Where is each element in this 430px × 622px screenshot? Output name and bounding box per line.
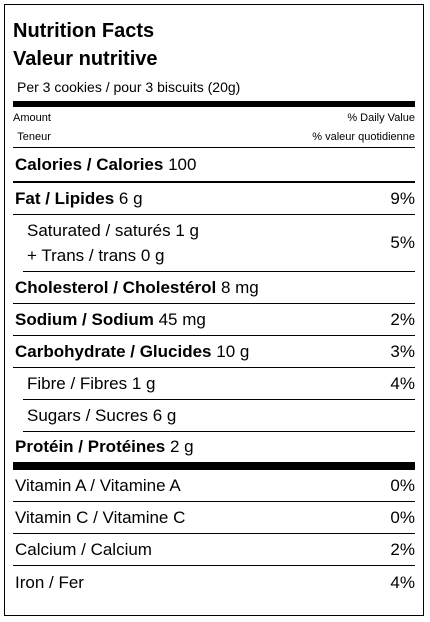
vitamin-label: Vitamin A / Vitamine A: [15, 475, 181, 495]
daily-value: 9%: [390, 188, 415, 208]
nutrient-amount: 6 g: [152, 405, 177, 425]
nutrient-amount: 0 g: [140, 246, 165, 265]
vitamin-label: Iron / Fer: [15, 573, 84, 592]
nutrient-row: Calories / Calories 100: [13, 148, 415, 183]
serving: Per 3 cookies / pour 3 biscuits (20g): [17, 79, 241, 95]
vitamin-row: Vitamin C / Vitamine C 0%: [13, 502, 415, 534]
nutrient-name: Saturated / saturés 1 g: [27, 218, 199, 243]
rows: Calories / Calories 100 Fat / Lipides 6 g…: [13, 148, 415, 600]
amount-heading: Amount Teneur: [13, 109, 51, 147]
nutrient-amount: 8 mg: [220, 277, 259, 297]
nutrient-label: Protéin / Protéines: [15, 437, 166, 456]
nutrient-name: Sugars / Sucres 6 g: [27, 406, 176, 426]
daily-value: 0%: [390, 475, 415, 495]
nutrient-amount: 1 g: [131, 373, 156, 393]
daily-value: 2%: [390, 309, 415, 329]
nutrient-amount: 6 g: [118, 188, 143, 208]
nutrient-name: Calories / Calories 100: [15, 155, 196, 175]
vitamin-row: Iron / Fer 4%: [13, 566, 415, 600]
nutrient-amount: 2 g: [169, 437, 194, 456]
nutrient-name: + Trans / trans 0 g: [27, 243, 199, 268]
nutrient-label: Sodium / Sodium: [15, 309, 154, 329]
nutrient-row: Sugars / Sucres 6 g: [23, 400, 415, 432]
divider: [13, 101, 415, 107]
nutrient-amount: 1 g: [175, 221, 200, 240]
vitamin-row: Calcium / Calcium 2%: [13, 534, 415, 566]
column-header: Amount Teneur % Daily Value % valeur quoti…: [13, 107, 415, 148]
daily-value: 3%: [390, 341, 415, 361]
nutrient-label: Saturated / saturés: [27, 221, 171, 240]
daily-value: % Daily Value: [347, 112, 415, 124]
nutrient-amount: 10 g: [216, 341, 250, 361]
nutrient-row: Saturated / saturés 1 g + Trans / trans 0…: [23, 215, 415, 272]
nutrient-row: Protéin / Protéines 2 g: [13, 432, 415, 470]
nutrient-label: Fat / Lipides: [15, 188, 115, 208]
nutrient-amount: 45 mg: [158, 309, 206, 329]
nutrient-row: Carbohydrate / Glucides 10 g 3%: [13, 336, 415, 368]
vitamin-row: Vitamin A / Vitamine A 0%: [13, 470, 415, 502]
daily-value: 0%: [390, 507, 415, 527]
daily-value: 4%: [390, 373, 415, 393]
amount: Amount: [13, 112, 51, 124]
nutrition-label: Nutrition Facts Valeur nutritive Per 3 c…: [4, 4, 424, 616]
dv-heading: % Daily Value % valeur quotidienne: [312, 109, 415, 147]
nutrient-row: Sodium / Sodium 45 mg 2%: [13, 304, 415, 336]
nutrient-label: Calories / Calories: [15, 154, 164, 174]
nutrient-label: + Trans / trans: [27, 246, 137, 265]
nutrient-amount: 100: [168, 154, 197, 174]
daily-value: 4%: [390, 573, 415, 592]
nutrient-name: Protéin / Protéines 2 g: [15, 437, 194, 457]
nutrient-lines: Saturated / saturés 1 g + Trans / trans 0…: [27, 218, 199, 268]
nutrient-row: Fat / Lipides 6 g 9%: [13, 183, 415, 215]
subtitle: Valeur nutritive: [13, 48, 158, 70]
title: Nutrition Facts: [13, 20, 155, 42]
nutrient-label: Fibre / Fibres: [27, 373, 128, 393]
daily-value: 5%: [390, 233, 415, 252]
nutrient-row: Cholesterol / Cholestérol 8 mg: [13, 272, 415, 304]
nutrient-label: Carbohydrate / Glucides: [15, 341, 212, 361]
nutrient-name: Sodium / Sodium 45 mg: [15, 310, 206, 330]
nutrient-name: Fat / Lipides 6 g: [15, 189, 143, 209]
daily-value-fr: % valeur quotidienne: [312, 131, 415, 143]
nutrient-label: Cholesterol / Cholestérol: [15, 277, 217, 297]
vitamin-label: Calcium / Calcium: [15, 539, 152, 559]
amount-fr: Teneur: [17, 131, 51, 143]
daily-value: 2%: [390, 539, 415, 559]
nutrient-label: Sugars / Sucres: [27, 405, 148, 425]
nutrient-name: Fibre / Fibres 1 g: [27, 374, 156, 394]
nutrient-name: Cholesterol / Cholestérol 8 mg: [15, 278, 259, 298]
nutrient-row: Fibre / Fibres 1 g 4%: [23, 368, 415, 400]
vitamin-label: Vitamin C / Vitamine C: [15, 507, 186, 527]
nutrient-name: Carbohydrate / Glucides 10 g: [15, 342, 249, 362]
